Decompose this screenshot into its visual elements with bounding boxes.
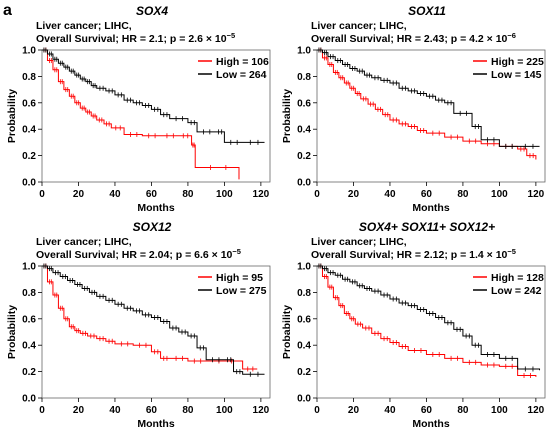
y-tick-label: 0.6 — [297, 314, 311, 325]
x-tick-label: 80 — [457, 189, 469, 200]
x-tick-label: 100 — [491, 189, 508, 200]
y-tick-label: 0.8 — [297, 72, 311, 83]
chart-subtitle-line2: Overall Survival; HR = 2.43; p = 4.2 × 1… — [311, 31, 516, 45]
chart-subtitle-line2: Overall Survival; HR = 2.04; p = 6.6 × 1… — [36, 247, 241, 261]
chart-subtitle-exponent: −5 — [232, 247, 241, 256]
chart-subtitle-exponent: −6 — [507, 31, 516, 40]
y-tick-label: 0.0 — [297, 178, 311, 189]
x-tick-label: 100 — [216, 405, 233, 416]
x-tick-label: 40 — [109, 189, 121, 200]
y-axis-label: Probability — [281, 305, 293, 359]
y-axis-label: Probability — [6, 305, 18, 359]
chart-subtitle-line1: Liver cancer; LIHC, — [311, 236, 407, 248]
y-tick-label: 0.2 — [297, 367, 311, 378]
y-tick-label: 1.0 — [22, 262, 36, 273]
x-tick-label: 120 — [253, 189, 270, 200]
x-tick-label: 0 — [314, 189, 320, 200]
chart-subtitle-line2: Overall Survival; HR = 2.12; p = 1.4 × 1… — [311, 247, 516, 261]
y-tick-label: 1.0 — [22, 46, 36, 57]
x-tick-label: 60 — [421, 405, 433, 416]
legend-label: High = 106 — [216, 56, 269, 68]
chart-title: SOX12 — [133, 220, 172, 234]
chart-subtitle-line1: Liver cancer; LIHC, — [311, 20, 407, 32]
x-tick-label: 100 — [491, 405, 508, 416]
km-panel: SOX4+ SOX11+ SOX12+ Liver cancer; LIHC,Ov… — [281, 220, 546, 430]
x-tick-label: 20 — [348, 405, 360, 416]
figure-label: a — [3, 2, 12, 19]
y-tick-label: 0.8 — [22, 288, 36, 299]
km-curve-low — [42, 49, 265, 143]
x-tick-label: 120 — [528, 189, 545, 200]
legend-label: High = 128 — [491, 272, 544, 284]
y-tick-label: 0.2 — [297, 151, 311, 162]
y-tick-label: 0.4 — [22, 125, 36, 136]
y-tick-label: 0.4 — [297, 341, 311, 352]
chart-title: SOX4 — [136, 4, 168, 18]
plot-frame — [41, 49, 271, 183]
y-tick-label: 0.8 — [22, 72, 36, 83]
legend-label: Low = 242 — [491, 285, 542, 297]
x-tick-label: 120 — [253, 405, 270, 416]
y-tick-label: 0.6 — [297, 98, 311, 109]
plot-frame — [316, 265, 546, 399]
legend-label: Low = 275 — [216, 285, 267, 297]
x-tick-label: 40 — [109, 405, 121, 416]
x-tick-label: 0 — [39, 405, 45, 416]
y-tick-label: 0.4 — [297, 125, 311, 136]
x-tick-label: 120 — [528, 405, 545, 416]
x-tick-label: 40 — [384, 189, 396, 200]
y-axis-label: Probability — [6, 89, 18, 143]
x-axis-label: Months — [137, 202, 174, 214]
y-tick-label: 0.4 — [22, 341, 36, 352]
x-tick-label: 60 — [146, 405, 158, 416]
legend-label: High = 225 — [491, 56, 544, 68]
y-tick-label: 1.0 — [297, 46, 311, 57]
y-tick-label: 0.6 — [22, 98, 36, 109]
y-tick-label: 0.2 — [22, 367, 36, 378]
x-tick-label: 20 — [73, 189, 85, 200]
y-tick-label: 0.0 — [22, 178, 36, 189]
y-tick-label: 0.8 — [297, 288, 311, 299]
chart-title: SOX11 — [408, 4, 446, 18]
chart-subtitle-exponent: −5 — [507, 247, 516, 256]
x-tick-label: 80 — [182, 405, 194, 416]
x-tick-label: 0 — [39, 189, 45, 200]
x-tick-label: 80 — [182, 189, 194, 200]
x-tick-label: 40 — [384, 405, 396, 416]
y-axis-label: Probability — [281, 89, 293, 143]
y-tick-label: 0.0 — [297, 394, 311, 405]
chart-title: SOX4+ SOX11+ SOX12+ — [359, 220, 495, 234]
y-tick-label: 1.0 — [297, 262, 311, 273]
chart-subtitle-line2: Overall Survival; HR = 2.1; p = 2.6 × 10… — [36, 31, 235, 45]
x-tick-label: 60 — [421, 189, 433, 200]
y-tick-label: 0.0 — [22, 394, 36, 405]
x-tick-label: 20 — [73, 405, 85, 416]
plot-frame — [316, 49, 546, 183]
x-tick-label: 80 — [457, 405, 469, 416]
km-curve-high — [42, 265, 258, 370]
legend-label: High = 95 — [216, 272, 263, 284]
y-tick-label: 0.2 — [22, 151, 36, 162]
x-axis-label: Months — [412, 418, 449, 430]
plot-frame — [41, 265, 271, 399]
y-tick-label: 0.6 — [22, 314, 36, 325]
chart-subtitle-exponent: −5 — [227, 31, 236, 40]
legend-label: Low = 264 — [216, 69, 267, 81]
km-curve-high — [42, 49, 240, 180]
x-tick-label: 100 — [216, 189, 233, 200]
km-curve-low — [317, 49, 540, 147]
legend-label: Low = 145 — [491, 69, 542, 81]
x-tick-label: 0 — [314, 405, 320, 416]
chart-subtitle-line1: Liver cancer; LIHC, — [36, 236, 132, 248]
x-axis-label: Months — [412, 202, 449, 214]
x-axis-label: Months — [137, 418, 174, 430]
x-tick-label: 20 — [348, 189, 360, 200]
km-panel: SOX4 Liver cancer; LIHC,Overall Survival;… — [6, 4, 271, 214]
chart-subtitle-line1: Liver cancer; LIHC, — [36, 20, 132, 32]
x-tick-label: 60 — [146, 189, 158, 200]
